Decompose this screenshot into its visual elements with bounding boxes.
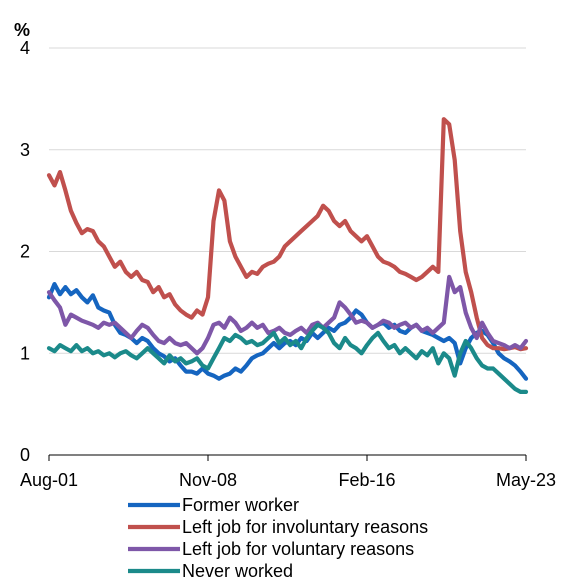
x-tick-label: Nov-08: [179, 470, 237, 490]
axes: 0 1 2 3 4% Aug-01 Nov-08 Feb-16 May-23: [14, 20, 556, 490]
series-lines: [46, 117, 529, 394]
legend-label: Left job for involuntary reasons: [182, 517, 428, 537]
y-unit-label: %: [14, 20, 30, 40]
y-tick-label: 1: [20, 343, 30, 363]
series-line-2: [46, 117, 529, 352]
legend-label: Left job for voluntary reasons: [182, 539, 414, 559]
x-tick-label: Feb-16: [338, 470, 395, 490]
gridlines: [49, 47, 526, 354]
series-line-4: [46, 322, 529, 394]
y-tick-label: 2: [20, 242, 30, 262]
x-tick-label: May-23: [496, 470, 556, 490]
series-line-1: [46, 282, 529, 381]
y-tick-label: 3: [20, 140, 30, 160]
x-tick-label: Aug-01: [20, 470, 78, 490]
legend-label: Former worker: [182, 495, 299, 515]
y-tick-label: 0: [20, 445, 30, 465]
y-tick-label: 4: [20, 38, 30, 58]
legend-label: Never worked: [182, 561, 293, 577]
series-line-3: [46, 274, 529, 356]
